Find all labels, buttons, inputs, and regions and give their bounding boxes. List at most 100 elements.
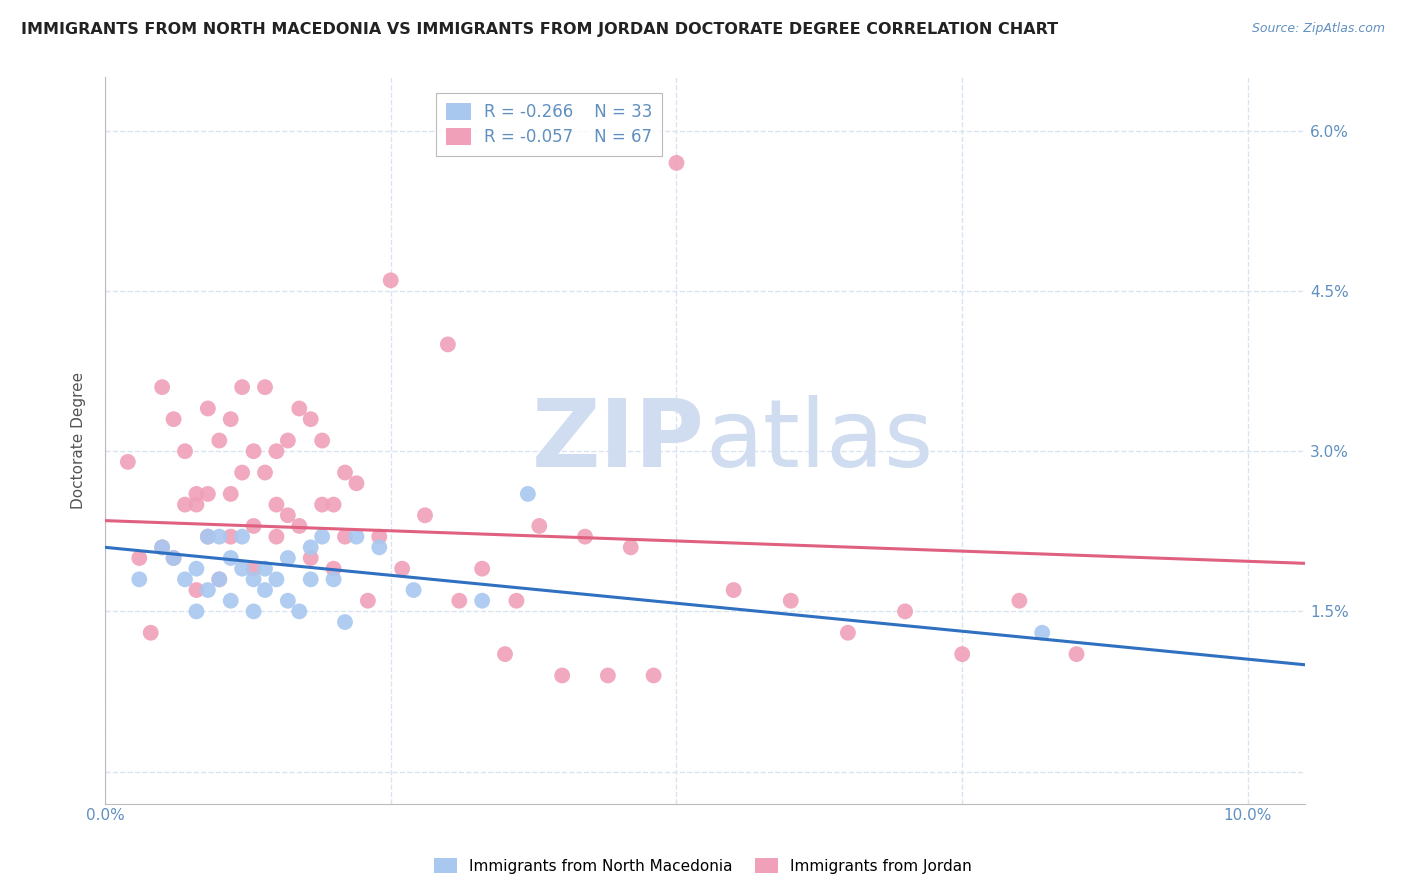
Point [219, 530, 242, 544]
Point [253, 466, 276, 480]
Point [197, 530, 219, 544]
Point [231, 562, 253, 576]
Text: Source: ZipAtlas.com: Source: ZipAtlas.com [1251, 22, 1385, 36]
Text: atlas: atlas [704, 394, 934, 486]
Point [128, 551, 150, 566]
Point [219, 593, 242, 607]
Point [449, 593, 471, 607]
Point [208, 434, 231, 448]
Point [208, 530, 231, 544]
Point [231, 380, 253, 394]
Point [471, 593, 494, 607]
Point [288, 401, 311, 416]
Point [505, 593, 527, 607]
Point [1031, 625, 1053, 640]
Point [186, 498, 208, 512]
Point [150, 541, 173, 555]
Point [391, 562, 413, 576]
Point [402, 582, 425, 597]
Point [174, 444, 197, 458]
Point [277, 434, 299, 448]
Point [266, 530, 288, 544]
Point [231, 466, 253, 480]
Point [219, 551, 242, 566]
Point [322, 498, 344, 512]
Point [219, 412, 242, 426]
Point [311, 530, 333, 544]
Point [551, 668, 574, 682]
Point [368, 541, 391, 555]
Point [1008, 593, 1031, 607]
Point [322, 573, 344, 587]
Point [139, 625, 162, 640]
Point [574, 530, 596, 544]
Point [299, 551, 322, 566]
Point [413, 508, 436, 523]
Point [665, 156, 688, 170]
Point [333, 466, 356, 480]
Point [277, 593, 299, 607]
Point [311, 498, 333, 512]
Point [471, 562, 494, 576]
Point [437, 337, 460, 351]
Point [357, 593, 380, 607]
Legend: Immigrants from North Macedonia, Immigrants from Jordan: Immigrants from North Macedonia, Immigra… [427, 852, 979, 880]
Point [779, 593, 801, 607]
Y-axis label: Doctorate Degree: Doctorate Degree [72, 372, 86, 509]
Point [277, 508, 299, 523]
Point [596, 668, 619, 682]
Point [208, 573, 231, 587]
Point [208, 573, 231, 587]
Point [242, 573, 264, 587]
Point [197, 401, 219, 416]
Point [837, 625, 859, 640]
Point [516, 487, 538, 501]
Point [242, 444, 264, 458]
Point [1066, 647, 1088, 661]
Point [529, 519, 551, 533]
Point [242, 604, 264, 618]
Text: ZIP: ZIP [531, 394, 704, 486]
Point [186, 604, 208, 618]
Point [253, 562, 276, 576]
Point [299, 412, 322, 426]
Point [197, 530, 219, 544]
Point [162, 551, 184, 566]
Point [219, 487, 242, 501]
Point [288, 519, 311, 533]
Point [242, 519, 264, 533]
Point [643, 668, 665, 682]
Point [266, 498, 288, 512]
Point [162, 412, 184, 426]
Point [494, 647, 516, 661]
Point [186, 582, 208, 597]
Point [333, 530, 356, 544]
Point [242, 562, 264, 576]
Legend: R = -0.266    N = 33, R = -0.057    N = 67: R = -0.266 N = 33, R = -0.057 N = 67 [436, 93, 662, 156]
Point [174, 498, 197, 512]
Point [186, 487, 208, 501]
Point [333, 615, 356, 629]
Point [150, 541, 173, 555]
Point [322, 562, 344, 576]
Point [723, 582, 745, 597]
Point [380, 273, 402, 287]
Point [288, 604, 311, 618]
Point [231, 530, 253, 544]
Point [346, 530, 368, 544]
Point [277, 551, 299, 566]
Point [186, 562, 208, 576]
Point [894, 604, 917, 618]
Point [346, 476, 368, 491]
Point [150, 380, 173, 394]
Point [197, 582, 219, 597]
Point [253, 582, 276, 597]
Point [253, 380, 276, 394]
Point [950, 647, 973, 661]
Point [311, 434, 333, 448]
Point [620, 541, 643, 555]
Point [197, 487, 219, 501]
Point [299, 573, 322, 587]
Point [162, 551, 184, 566]
Point [299, 541, 322, 555]
